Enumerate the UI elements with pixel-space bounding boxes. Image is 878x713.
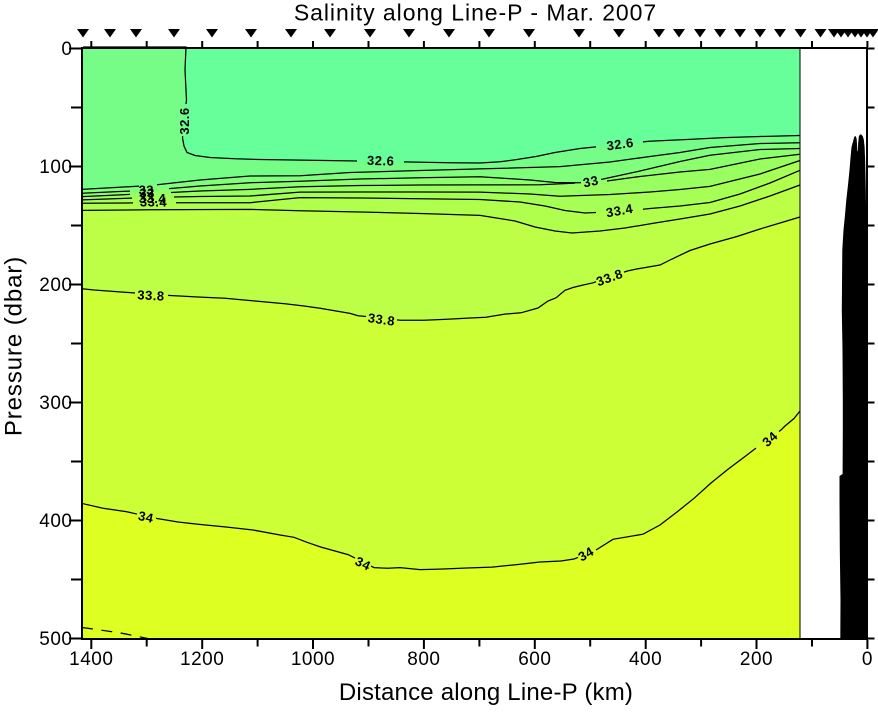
svg-text:200: 200 xyxy=(740,649,773,670)
svg-text:1000: 1000 xyxy=(291,649,335,670)
svg-text:100: 100 xyxy=(39,157,72,178)
svg-text:33: 33 xyxy=(139,182,154,197)
svg-text:0: 0 xyxy=(862,649,873,670)
svg-text:0: 0 xyxy=(61,39,72,60)
svg-text:32.6: 32.6 xyxy=(367,153,395,169)
svg-text:1400: 1400 xyxy=(69,649,113,670)
svg-text:800: 800 xyxy=(407,649,440,670)
svg-text:34: 34 xyxy=(353,553,374,573)
svg-text:Salinity along Line-P - Mar. 2: Salinity along Line-P - Mar. 2007 xyxy=(294,0,657,26)
svg-text:33.8: 33.8 xyxy=(367,310,396,329)
svg-text:33: 33 xyxy=(139,186,154,201)
svg-text:400: 400 xyxy=(629,649,662,670)
svg-text:500: 500 xyxy=(39,629,72,650)
svg-text:33.8: 33.8 xyxy=(137,287,165,303)
svg-text:Distance along Line-P (km): Distance along Line-P (km) xyxy=(339,679,633,706)
svg-text:33.4: 33.4 xyxy=(139,191,167,206)
svg-text:32.6: 32.6 xyxy=(606,135,635,154)
svg-text:34: 34 xyxy=(576,544,597,565)
svg-text:1200: 1200 xyxy=(180,649,224,670)
svg-text:Pressure (dbar): Pressure (dbar) xyxy=(0,256,27,436)
svg-text:200: 200 xyxy=(39,275,72,296)
svg-text:33: 33 xyxy=(582,173,600,191)
svg-text:300: 300 xyxy=(39,393,72,414)
svg-text:600: 600 xyxy=(518,649,551,670)
svg-text:34: 34 xyxy=(137,508,156,526)
svg-text:400: 400 xyxy=(39,511,72,532)
svg-text:33.4: 33.4 xyxy=(140,194,168,209)
svg-text:32.6: 32.6 xyxy=(177,107,192,134)
svg-text:33.4: 33.4 xyxy=(605,201,635,221)
